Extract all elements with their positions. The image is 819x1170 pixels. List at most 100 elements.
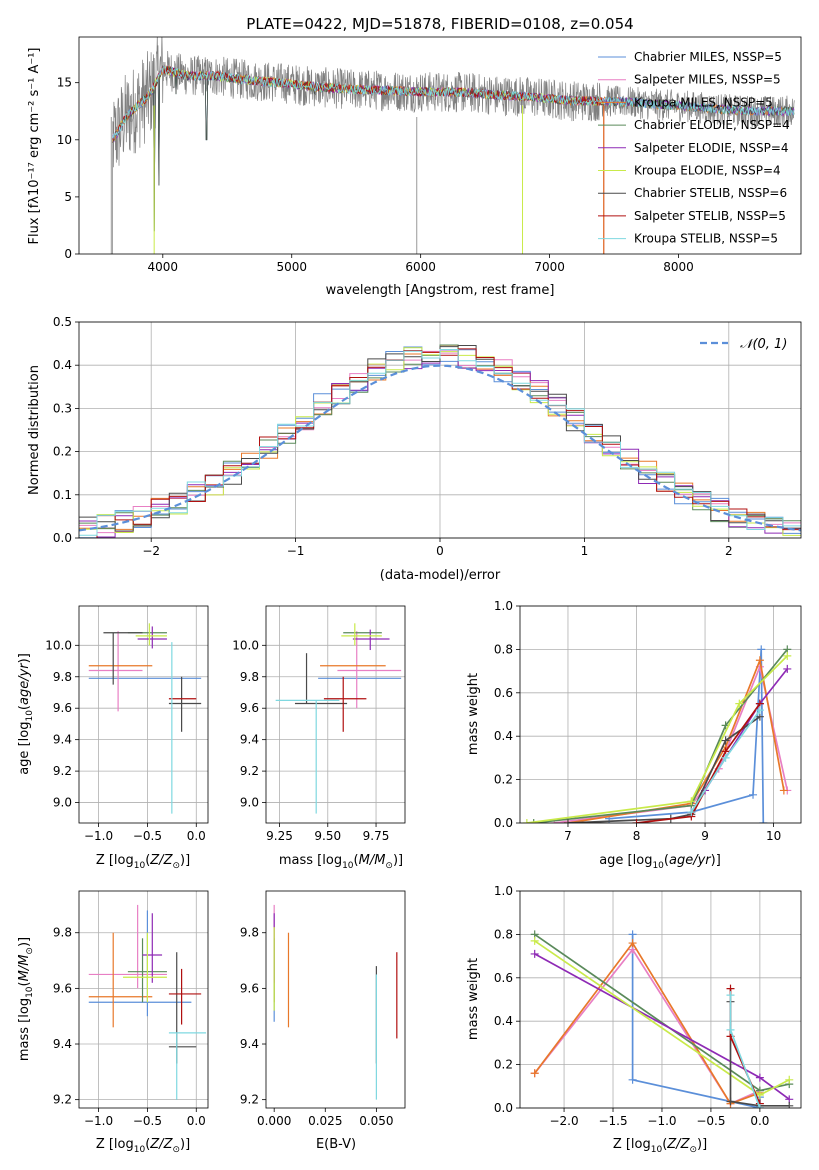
weight-Z-xtick-label: −1.5 — [598, 1114, 627, 1128]
age-mass-xtick-label: 9.50 — [314, 829, 341, 843]
age-mass-xlabel: mass [log10(M/M⊙)] — [279, 853, 403, 871]
weight-Z-xtick-label: −0.5 — [696, 1114, 725, 1128]
weight-marker — [529, 819, 538, 823]
weight-marker — [632, 819, 641, 823]
mass-Z-ytick-label: 9.2 — [53, 1093, 72, 1107]
mass-EBV-xlabel: E(B-V) — [316, 1137, 356, 1152]
age-mass-ytick-label: 9.0 — [240, 796, 259, 810]
mass-Z-xtick-label: 0.0 — [187, 1114, 206, 1128]
residuals-xlabel: (data-model)/error — [380, 568, 501, 583]
residuals-xtick-label: 0 — [436, 544, 444, 558]
age-mass-ytick-label: 9.2 — [240, 764, 259, 778]
age-mass-xtick-label: 9.75 — [363, 829, 390, 843]
plot-area — [88, 904, 207, 1100]
weight-marker — [783, 664, 792, 673]
spectrum-xtick-label: 5000 — [276, 260, 307, 274]
residual-histogram — [79, 349, 801, 536]
age-Z-ytick-label: 9.8 — [53, 670, 72, 684]
weight-marker — [785, 1075, 794, 1084]
age-Z-xtick-label: 0.0 — [187, 829, 206, 843]
weight-Z-ytick-label: 0.6 — [494, 971, 513, 985]
weight-age-ytick-label: 0.6 — [494, 686, 513, 700]
weight-age-xtick-label: 7 — [564, 829, 572, 843]
residuals-ytick-label: 0.3 — [53, 401, 72, 415]
age-Z-xtick-label: −0.5 — [133, 829, 162, 843]
weight-age-ylabel: mass weight — [466, 673, 481, 755]
weight-marker — [628, 930, 637, 939]
weight-marker — [530, 1069, 539, 1078]
mass-Z-ytick-label: 9.6 — [53, 981, 72, 995]
mass-EBV-xtick-label: 0.000 — [257, 1114, 291, 1128]
weight-marker — [757, 645, 766, 654]
weight-marker — [783, 651, 792, 660]
spectrum-xtick-label: 7000 — [534, 260, 565, 274]
normal-reference-curve — [79, 364, 801, 532]
legend-label: 𝒩(0, 1) — [740, 337, 787, 352]
weight-marker — [628, 1075, 637, 1084]
mass-Z-ylabel: mass [log10(M/M⊙)] — [17, 937, 35, 1061]
residuals-ytick-label: 0.5 — [53, 315, 72, 329]
residuals-ytick-label: 0.1 — [53, 488, 72, 502]
spectrum-model-line — [112, 66, 795, 140]
age-Z-ytick-label: 9.2 — [53, 764, 72, 778]
weight-Z-xtick-label: −2.0 — [549, 1114, 578, 1128]
spectrum-xtick-label: 8000 — [663, 260, 694, 274]
spectrum-xtick-label: 4000 — [148, 260, 179, 274]
mass-EBV-axes: 0.000 0.025 0.050 9.2 9.4 9.6 9.8 — [240, 890, 406, 1128]
mass-Z-ytick-label: 9.4 — [53, 1037, 72, 1051]
legend-label: Chabrier STELIB, NSSP=6 — [634, 186, 787, 200]
weight-line — [534, 948, 761, 1105]
weight-Z-frame — [519, 890, 802, 1109]
weight-Z-xlabel: Z [log10(Z/Z⊙)] — [613, 1137, 707, 1155]
mass-Z-xtick-label: −0.5 — [133, 1114, 162, 1128]
age-Z-ytick-label: 9.6 — [53, 701, 72, 715]
weight-Z-axes: −2.0 −1.5 −1.0 −0.5 0.0 0.0 0.2 0.4 0.6 0.8 1.0 — [494, 884, 802, 1128]
weight-marker — [628, 939, 637, 948]
mass-EBV-xtick-label: 0.050 — [359, 1114, 393, 1128]
weight-line — [636, 703, 761, 823]
spectrum-ylabel: Flux [fλ10⁻¹⁷ erg cm⁻² s⁻¹ A⁻¹] — [27, 48, 42, 245]
legend-label: Salpeter STELIB, NSSP=5 — [634, 209, 786, 223]
age-Z-xtick-label: −1.0 — [84, 829, 113, 843]
age-mass-ytick-label: 10.0 — [232, 638, 259, 652]
weight-Z-xtick-label: −1.0 — [647, 1114, 676, 1128]
weight-line — [729, 1001, 790, 1107]
weight-line — [567, 657, 785, 823]
weight-marker — [755, 656, 764, 665]
residuals-ytick-label: 0.2 — [53, 445, 72, 459]
spectrum-frame — [78, 36, 802, 255]
age-Z-ylabel: age [log10(age/yr)] — [17, 653, 35, 775]
residuals-frame — [78, 321, 802, 539]
weight-Z-ytick-label: 0.0 — [494, 1101, 513, 1115]
age-Z-ytick-label: 9.4 — [53, 733, 72, 747]
mass-Z-axes: −1.0 −0.5 0.0 9.2 9.4 9.6 9.8 — [53, 890, 209, 1128]
legend-label: Salpeter ELODIE, NSSP=4 — [634, 141, 789, 155]
legend-label: Kroupa STELIB, NSSP=5 — [634, 232, 778, 246]
age-Z-frame — [78, 605, 209, 824]
plot-area — [110, 37, 795, 254]
mass-EBV-xtick-label: 0.025 — [308, 1114, 342, 1128]
plot-area — [530, 930, 794, 1108]
legend-label: Kroupa MILES, NSSP=5 — [634, 95, 773, 109]
mass-EBV-ytick-label: 9.8 — [240, 926, 259, 940]
weight-Z-ytick-label: 0.4 — [494, 1014, 513, 1028]
weight-line — [534, 941, 761, 1105]
weight-marker — [755, 1104, 764, 1108]
age-mass-xtick-label: 9.25 — [266, 829, 293, 843]
weight-marker — [735, 699, 744, 708]
weight-marker — [749, 790, 758, 799]
plot-area — [88, 623, 202, 814]
weight-marker — [755, 1090, 764, 1099]
plot-area — [79, 344, 801, 538]
age-mass-axes: 9.25 9.50 9.75 9.0 9.2 9.4 9.6 9.8 10.0 — [232, 605, 406, 843]
weight-Z-ytick-label: 1.0 — [494, 884, 513, 898]
legend-label: Salpeter MILES, NSSP=5 — [634, 73, 781, 87]
weight-age-xlabel: age [log10(age/yr)] — [599, 853, 721, 871]
mass-Z-xlabel: Z [log10(Z/Z⊙)] — [96, 1137, 190, 1155]
age-Z-ytick-label: 9.0 — [53, 796, 72, 810]
plot-area — [522, 645, 792, 823]
spectrum-model-line — [112, 65, 795, 232]
weight-marker — [721, 736, 730, 745]
mass-EBV-ytick-label: 9.2 — [240, 1093, 259, 1107]
